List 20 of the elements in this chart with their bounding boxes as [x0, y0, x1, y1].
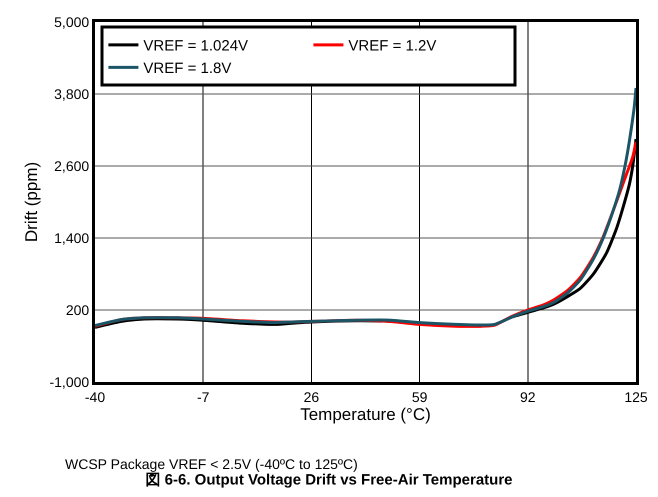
x-tick-label: 59 [412, 388, 428, 405]
text: 図 6-6. Output Voltage Drift vs Free-Air Temperature [145, 472, 513, 489]
y-axis-title: Drift (ppm) [22, 162, 42, 242]
x-tick-label: -7 [196, 388, 210, 405]
y-tick-label: -1,000 [49, 374, 90, 390]
x-tick-label: 26 [304, 388, 320, 405]
legend-label: VREF = 1.2V [348, 38, 436, 55]
y-tick-label: 5,000 [54, 14, 90, 30]
line-series [95, 86, 636, 328]
y-tick-label: 200 [66, 302, 90, 318]
x-tick-label: 125 [624, 388, 648, 405]
y-tick-label: 1,400 [54, 230, 90, 246]
y-tick-label: 3,800 [54, 86, 90, 102]
y-tick-label: 2,600 [54, 158, 90, 174]
x-axis-title: Temperature (°C) [300, 404, 431, 424]
legend-label: VREF = 1.024V [143, 38, 248, 55]
x-tick-label: 92 [520, 388, 536, 405]
legend-label: VREF = 1.8V [143, 60, 232, 78]
x-tick-label: -40 [84, 388, 106, 405]
text: WCSP Package VREF < 2.5V (-40ºC to 125ºC) [65, 456, 358, 472]
